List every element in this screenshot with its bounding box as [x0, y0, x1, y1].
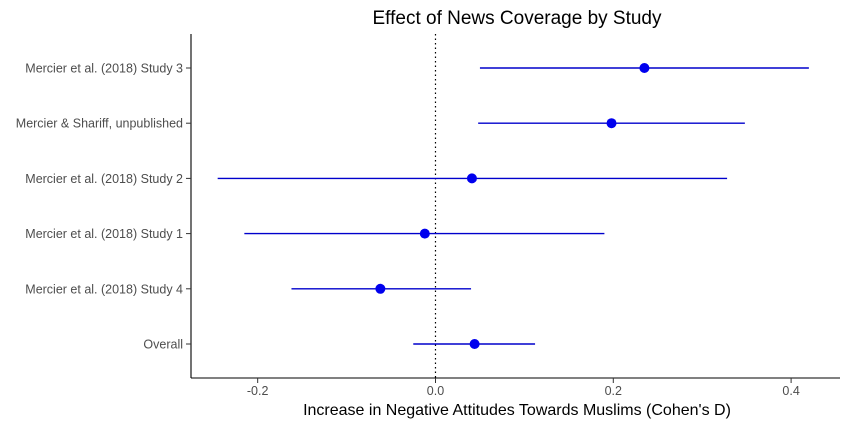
study-label: Mercier et al. (2018) Study 3: [25, 62, 183, 76]
x-tick-label: 0.2: [605, 384, 622, 398]
study-label: Mercier et al. (2018) Study 2: [25, 172, 183, 186]
category-labels: Mercier et al. (2018) Study 3 Mercier & S…: [16, 62, 191, 352]
point-estimate: [469, 339, 480, 349]
point-estimate: [639, 63, 650, 73]
x-ticks: -0.2 0.0 0.2 0.4: [247, 378, 800, 398]
x-tick-label: 0.0: [427, 384, 444, 398]
study-marks: [217, 63, 809, 349]
point-estimate: [466, 173, 477, 184]
x-tick-label: -0.2: [247, 384, 269, 398]
point-estimate: [606, 118, 617, 129]
study-label: Mercier et al. (2018) Study 1: [25, 227, 183, 241]
x-axis-label: Increase in Negative Attitudes Towards M…: [303, 402, 731, 419]
study-label: Overall: [143, 338, 183, 352]
x-tick-label: 0.4: [782, 384, 799, 398]
point-estimate: [375, 283, 386, 294]
study-label: Mercier & Shariff, unpublished: [16, 117, 183, 131]
chart-title: Effect of News Coverage by Study: [372, 8, 662, 29]
point-estimate: [419, 228, 430, 239]
study-label: Mercier et al. (2018) Study 4: [25, 282, 183, 296]
